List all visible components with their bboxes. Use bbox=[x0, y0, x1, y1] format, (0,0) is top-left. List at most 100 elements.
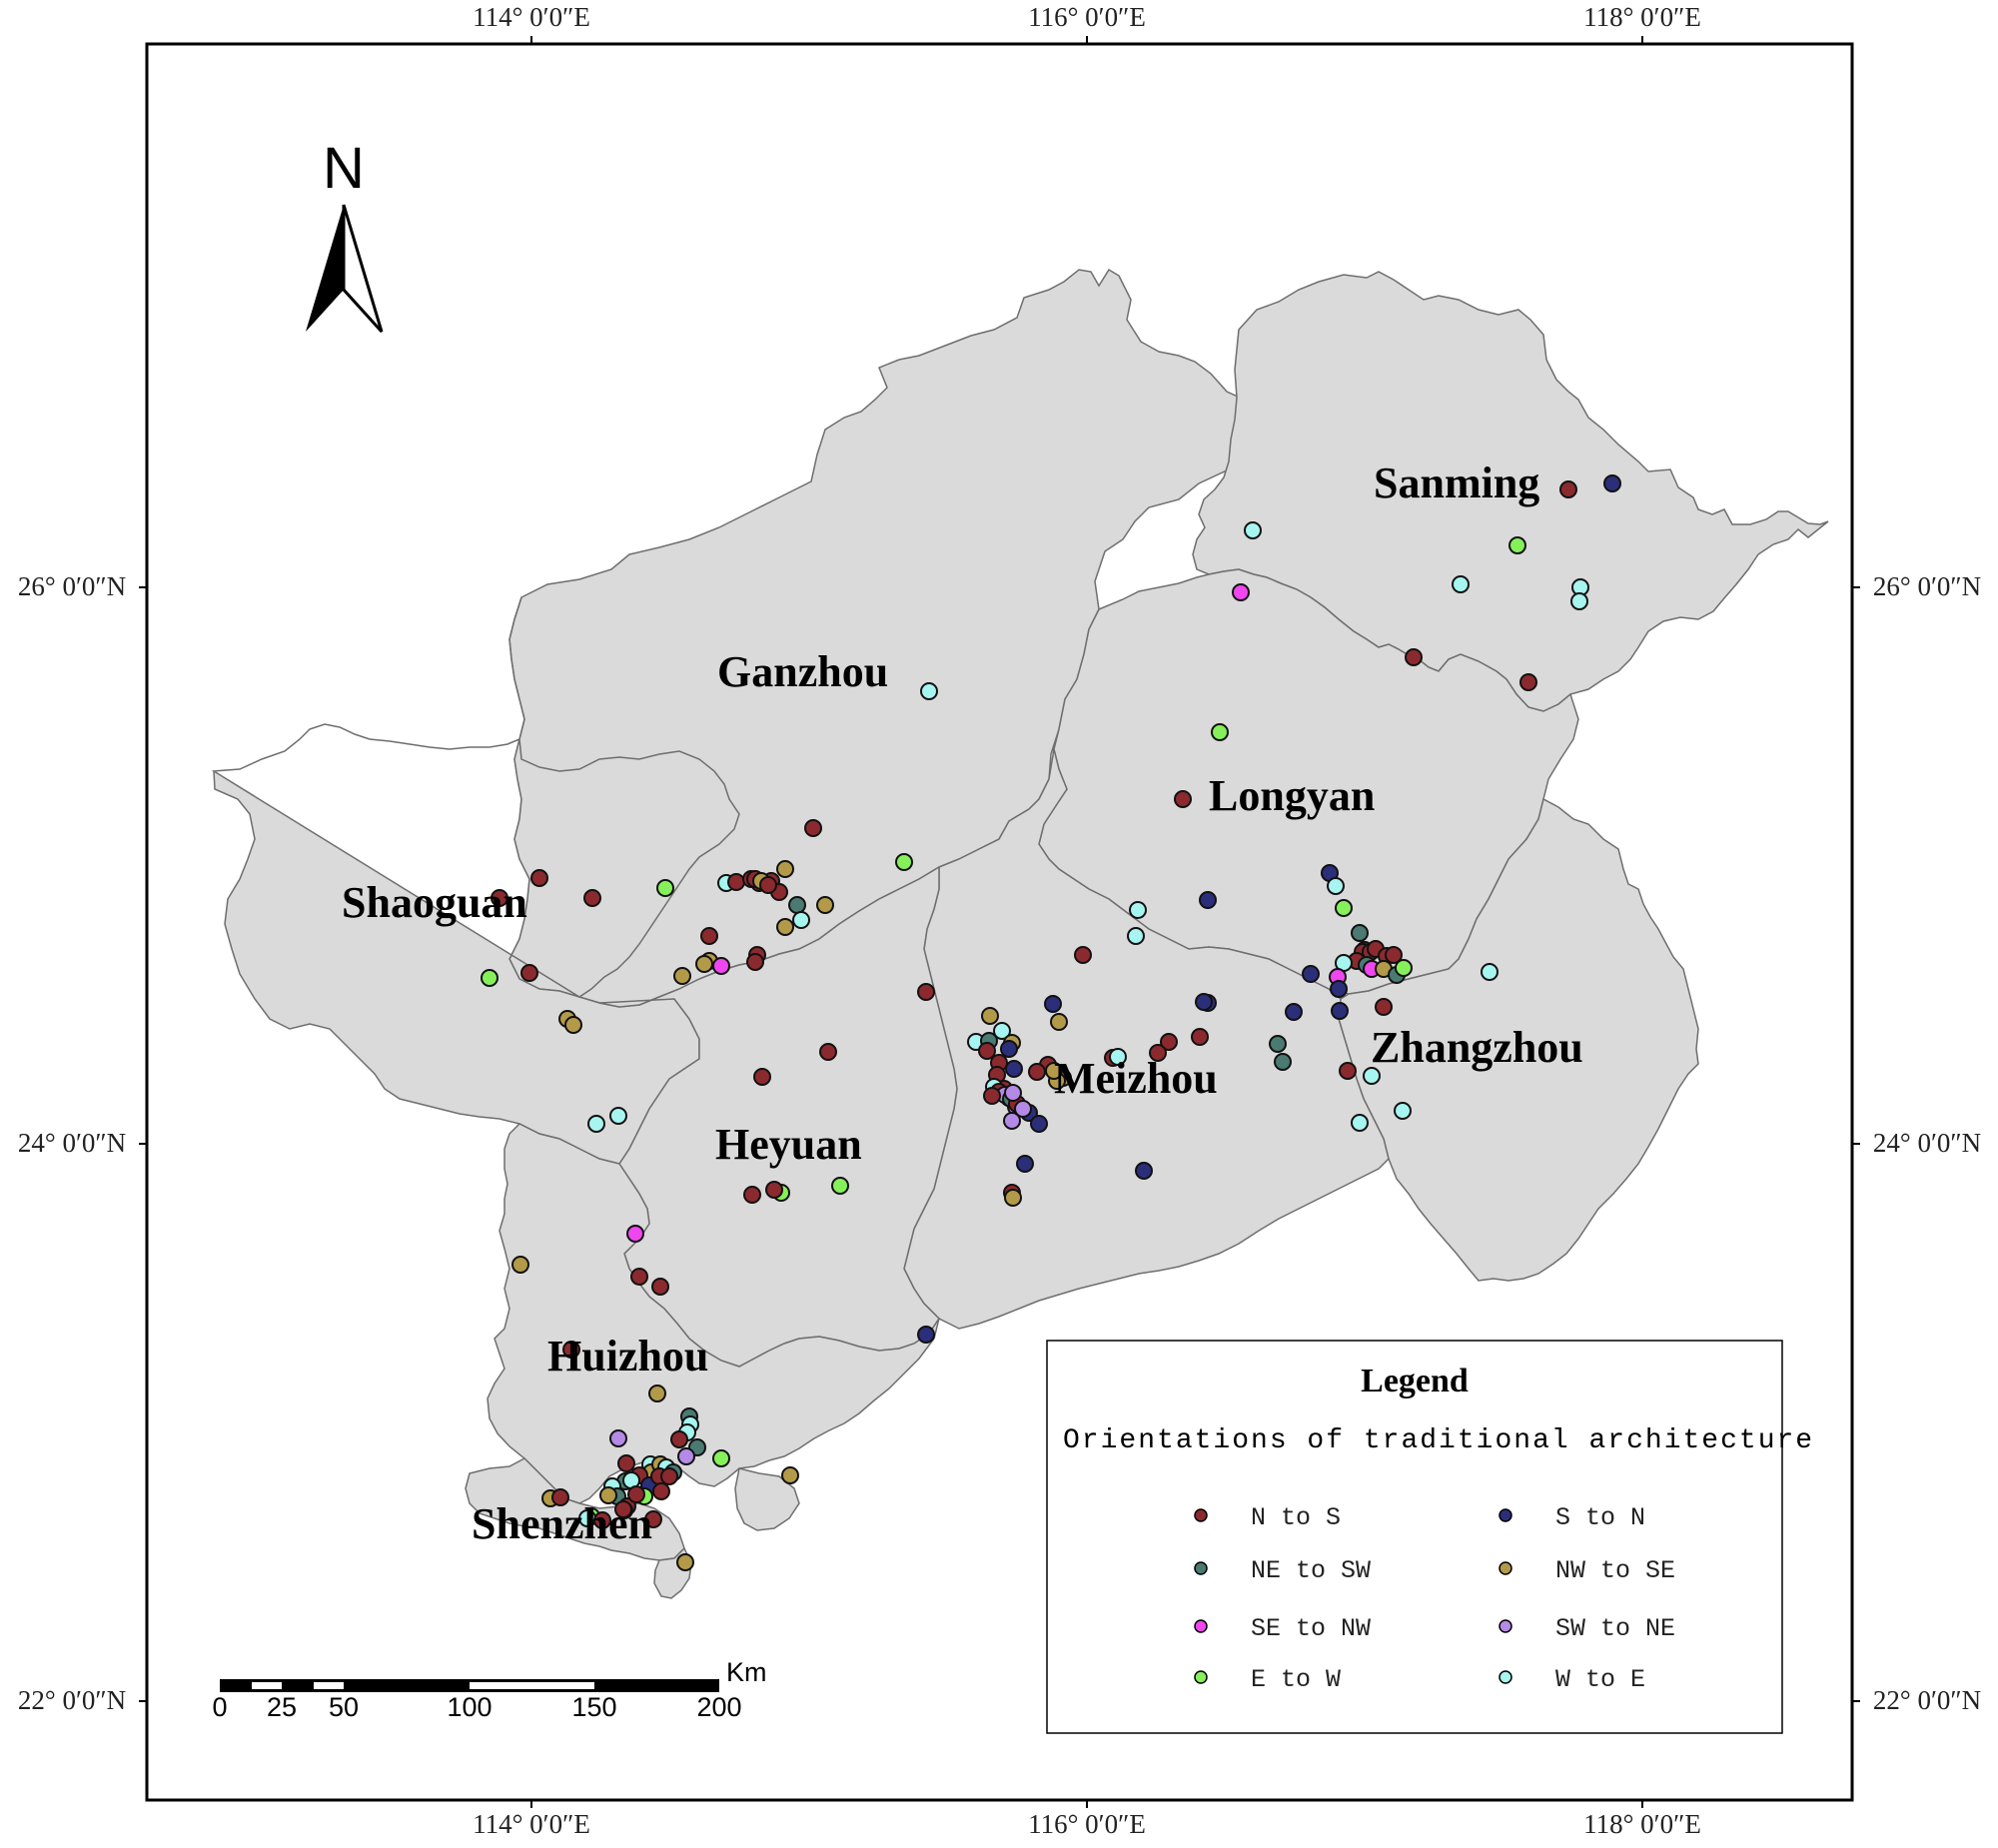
huizhou-region bbox=[487, 1123, 940, 1504]
survey-point bbox=[759, 876, 777, 894]
survey-point bbox=[1335, 899, 1353, 917]
survey-point bbox=[1559, 480, 1577, 498]
survey-point bbox=[788, 896, 806, 914]
survey-point bbox=[1244, 521, 1262, 539]
survey-point bbox=[1030, 1115, 1048, 1133]
survey-point bbox=[1135, 1162, 1153, 1180]
legend: Legend Orientations of traditional archi… bbox=[1046, 1340, 1812, 1734]
survey-point bbox=[781, 1466, 799, 1484]
city-label-zhangzhou: Zhangzhou bbox=[1371, 1023, 1583, 1072]
survey-point bbox=[1109, 1048, 1127, 1066]
survey-point bbox=[712, 957, 730, 975]
survey-point bbox=[1028, 1063, 1046, 1081]
survey-point bbox=[614, 1500, 632, 1518]
survey-point bbox=[564, 1016, 582, 1034]
scale-tick-200: 200 bbox=[696, 1692, 741, 1722]
legend-label: E to W bbox=[1251, 1665, 1341, 1694]
survey-point bbox=[652, 1482, 670, 1500]
survey-point bbox=[593, 1511, 611, 1529]
left-lat-label-3: 22° 0′0″N bbox=[18, 1685, 126, 1715]
survey-point bbox=[753, 1068, 771, 1086]
survey-point bbox=[520, 964, 538, 982]
north-label: N bbox=[323, 136, 365, 201]
left-lat-label-1: 26° 0′0″N bbox=[18, 571, 126, 601]
frame-ticks bbox=[139, 36, 1860, 1808]
survey-point bbox=[983, 1087, 1001, 1105]
survey-point bbox=[1016, 1155, 1034, 1173]
survey-point bbox=[1129, 901, 1147, 919]
survey-point bbox=[491, 889, 508, 907]
scale-tick-50: 50 bbox=[329, 1692, 359, 1722]
survey-point bbox=[819, 1043, 837, 1061]
survey-point bbox=[651, 1278, 669, 1296]
survey-point bbox=[1385, 946, 1403, 964]
top-lon-label-2: 116° 0′0″E bbox=[1028, 2, 1146, 32]
top-lon-label-1: 114° 0′0″E bbox=[473, 2, 590, 32]
legend-item: SW to NE bbox=[1498, 1614, 1675, 1643]
legend-item: N to S bbox=[1194, 1503, 1341, 1532]
survey-point bbox=[1274, 1053, 1292, 1071]
legend-items: N to S S to N NE to SW NW to SE SE to NW SW t… bbox=[1194, 1503, 1675, 1694]
survey-point bbox=[727, 873, 745, 891]
survey-point bbox=[676, 1553, 694, 1571]
survey-point bbox=[627, 1485, 645, 1503]
north-arrow: N bbox=[306, 136, 384, 334]
survey-point bbox=[816, 896, 834, 914]
survey-point bbox=[1508, 536, 1526, 554]
survey-point bbox=[670, 1430, 688, 1448]
legend-item: NE to SW bbox=[1194, 1556, 1371, 1585]
city-label-meizhou: Meizhou bbox=[1054, 1054, 1218, 1103]
survey-point bbox=[1363, 1067, 1381, 1085]
bottom-lon-label-2: 116° 0′0″E bbox=[1028, 1809, 1146, 1839]
survey-point bbox=[1285, 1003, 1303, 1021]
legend-marker-icon bbox=[1194, 1619, 1208, 1633]
survey-point bbox=[1269, 1035, 1287, 1053]
survey-point bbox=[1339, 1062, 1357, 1080]
survey-point bbox=[993, 1022, 1011, 1040]
legend-label: NW to SE bbox=[1555, 1556, 1675, 1585]
legend-item: S to N bbox=[1498, 1503, 1645, 1532]
survey-point bbox=[712, 1449, 730, 1467]
survey-point bbox=[1044, 995, 1062, 1013]
survey-point bbox=[1481, 963, 1498, 981]
legend-label: SE to NW bbox=[1251, 1614, 1371, 1643]
survey-point bbox=[978, 1042, 996, 1060]
survey-point bbox=[1014, 1100, 1032, 1118]
city-label-ganzhou: Ganzhou bbox=[717, 647, 888, 696]
survey-point bbox=[644, 1510, 662, 1528]
right-lat-label-2: 24° 0′0″N bbox=[1873, 1128, 1981, 1158]
survey-point bbox=[673, 967, 691, 985]
survey-point bbox=[1174, 790, 1192, 808]
legend-marker-icon bbox=[1498, 1561, 1512, 1575]
survey-point bbox=[599, 1486, 617, 1504]
survey-point bbox=[1302, 965, 1320, 983]
survey-point bbox=[981, 1007, 999, 1025]
survey-point bbox=[1199, 891, 1217, 909]
legend-marker-icon bbox=[1498, 1619, 1512, 1633]
top-lon-label-3: 118° 0′0″E bbox=[1583, 2, 1701, 32]
coastal-peninsula-2 bbox=[734, 1467, 800, 1531]
city-label-huizhou: Huizhou bbox=[547, 1332, 708, 1381]
legend-label: NE to SW bbox=[1251, 1556, 1371, 1585]
city-labels: Sanming Ganzhou Longyan Shaoguan Zhangzh… bbox=[342, 459, 1583, 1548]
survey-point bbox=[831, 1177, 849, 1195]
legend-marker-icon bbox=[1194, 1561, 1208, 1575]
survey-point bbox=[776, 918, 794, 936]
survey-point bbox=[562, 1341, 580, 1359]
legend-marker-icon bbox=[1194, 1508, 1208, 1522]
survey-point bbox=[1160, 1033, 1178, 1051]
survey-points bbox=[481, 474, 1621, 1571]
survey-point bbox=[700, 927, 718, 945]
survey-point bbox=[1005, 1060, 1023, 1078]
survey-point bbox=[1232, 583, 1250, 601]
legend-item: NW to SE bbox=[1498, 1556, 1675, 1585]
survey-point bbox=[511, 1256, 529, 1274]
land-area bbox=[211, 268, 1829, 1599]
survey-point bbox=[776, 860, 794, 878]
survey-point bbox=[609, 1429, 627, 1447]
survey-point bbox=[1004, 1084, 1022, 1102]
survey-point bbox=[1327, 877, 1345, 895]
survey-point bbox=[1394, 1102, 1412, 1120]
legend-label: W to E bbox=[1555, 1665, 1645, 1694]
